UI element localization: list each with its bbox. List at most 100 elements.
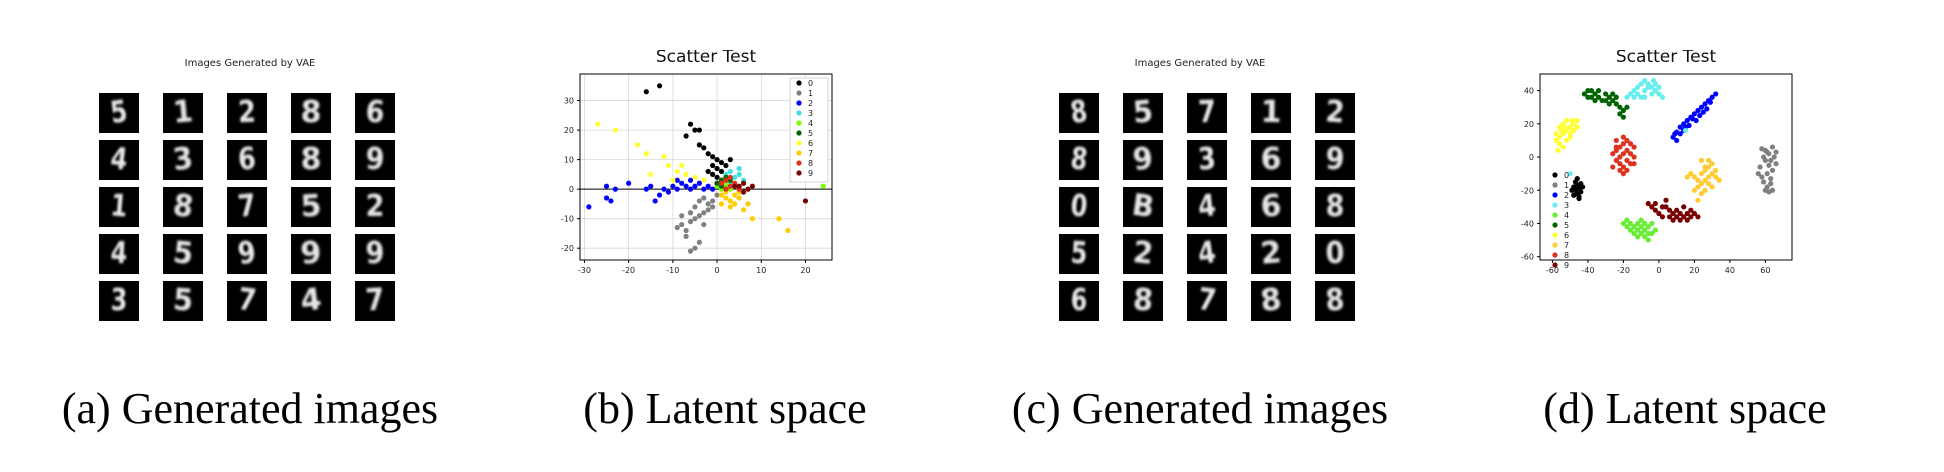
scatter-point-class-4 [1645, 237, 1651, 243]
digit-glyph: 5 [171, 235, 195, 272]
scatter-point-class-6 [701, 177, 707, 183]
digit-glyph: 6 [1259, 188, 1283, 225]
scatter-point-class-1 [692, 216, 698, 222]
scatter-point-class-7 [1702, 177, 1708, 183]
legend-label: 7 [1564, 241, 1569, 250]
scatter-point-class-1 [692, 245, 698, 251]
scatter-point-class-5 [1610, 91, 1616, 97]
scatter-point-class-9 [1695, 214, 1701, 220]
chart-title: Scatter Test [656, 50, 757, 67]
legend-marker [1552, 202, 1558, 208]
scatter-point-class-4 [1649, 220, 1655, 227]
x-tick-label: -10 [666, 266, 679, 275]
digit-image: 2 [1123, 234, 1163, 274]
digit-glyph: 8 [1068, 94, 1090, 131]
scatter-point-class-4 [1652, 227, 1658, 233]
scatter-point-class-6 [1560, 144, 1566, 150]
digit-image: 7 [1187, 281, 1227, 321]
digit-glyph: 4 [1195, 234, 1219, 273]
scatter-point-class-9 [1645, 200, 1651, 207]
digit-glyph: 7 [236, 188, 258, 225]
scatter-point-class-3 [1638, 81, 1644, 87]
digit-image: 9 [227, 234, 267, 274]
scatter-point-class-1 [696, 198, 702, 204]
scatter-point-class-1 [701, 195, 707, 201]
digit-image: 3 [99, 281, 139, 321]
digit-image: 1 [99, 187, 139, 227]
scatter-point-class-4 [1645, 230, 1651, 237]
scatter-point-class-0 [705, 168, 711, 175]
y-tick-label: 40 [1524, 87, 1534, 96]
scatter-point-class-7 [1698, 171, 1705, 177]
scatter-point-class-2 [1674, 137, 1680, 144]
scatter-point-class-0 [714, 157, 720, 163]
scatter-point-class-9 [802, 198, 809, 204]
legend-marker [796, 140, 802, 146]
scatter-point-class-4 [820, 183, 826, 189]
scatter-point-class-2 [1704, 106, 1710, 112]
scatter-point-class-9 [1656, 210, 1662, 217]
y-tick-label: -60 [1521, 253, 1534, 262]
scatter-point-class-1 [1773, 161, 1779, 167]
scatter-point-class-7 [745, 201, 751, 207]
legend-marker [796, 110, 802, 116]
scatter-point-class-7 [740, 207, 747, 213]
scatter-point-class-6 [661, 154, 667, 160]
digit-image: 7 [227, 281, 267, 321]
scatter-point-class-3 [1652, 88, 1658, 94]
digit-glyph: 8 [1131, 282, 1155, 319]
scatter-point-class-3 [1642, 78, 1648, 84]
scatter-point-class-8 [1631, 154, 1637, 160]
legend-marker [796, 160, 802, 166]
x-tick-label: 60 [1760, 266, 1770, 275]
legend-label: 2 [1564, 191, 1569, 200]
scatter-point-class-1 [1771, 154, 1777, 160]
scatter-point-class-8 [1620, 171, 1627, 177]
y-tick-label: 0 [1529, 153, 1534, 162]
scatter-point-class-5 [1585, 88, 1591, 94]
scatter-point-class-7 [718, 201, 725, 207]
legend-marker [1552, 262, 1558, 268]
digit-image: 5 [291, 187, 331, 227]
digit-image: 5 [1059, 234, 1099, 274]
y-tick-label: 20 [564, 126, 574, 135]
scatter-point-class-0 [656, 83, 663, 89]
scatter-point-class-7 [718, 192, 725, 198]
plot-frame [579, 73, 833, 261]
scatter-point-class-8 [1620, 164, 1627, 170]
scatter-point-class-1 [1759, 174, 1765, 180]
scatter-point-class-9 [736, 183, 742, 189]
scatter-point-class-3 [1645, 84, 1651, 90]
digit-glyph: 2 [1259, 235, 1283, 272]
digit-glyph: 4 [108, 141, 130, 178]
scatter-point-class-4 [1631, 230, 1637, 237]
digit-glyph: 7 [364, 282, 386, 319]
digit-glyph: 8 [1068, 141, 1090, 178]
scatter-point-class-3 [727, 168, 733, 175]
scatter-point-class-7 [1702, 164, 1708, 170]
legend-marker [796, 120, 802, 126]
x-tick-label: -20 [1617, 266, 1630, 275]
y-tick-label: -20 [561, 244, 574, 253]
scatter-point-class-6 [670, 177, 676, 183]
scatter-point-class-5 [1610, 97, 1616, 104]
scatter-point-class-5 [1620, 107, 1627, 114]
scatter-point-class-1 [701, 210, 707, 216]
digit-image: 9 [291, 234, 331, 274]
scatter-point-class-1 [1769, 144, 1776, 150]
legend-label: 3 [1564, 201, 1569, 210]
chart-title: Scatter Test [1616, 50, 1717, 67]
digit-glyph: 2 [365, 189, 385, 224]
scatter-point-class-8 [1627, 151, 1634, 157]
scatter-point-class-4 [1642, 220, 1648, 227]
scatter-point-class-2 [679, 180, 685, 186]
scatter-point-class-7 [1713, 167, 1719, 173]
scatter-point-class-5 [1592, 91, 1598, 97]
scatter-point-class-7 [1698, 190, 1705, 197]
scatter-point-class-0 [714, 165, 720, 172]
scatter-point-class-2 [674, 177, 680, 183]
legend-label: 3 [808, 109, 813, 118]
scatter-point-class-8 [1613, 144, 1619, 150]
digit-image: 9 [1315, 140, 1355, 180]
